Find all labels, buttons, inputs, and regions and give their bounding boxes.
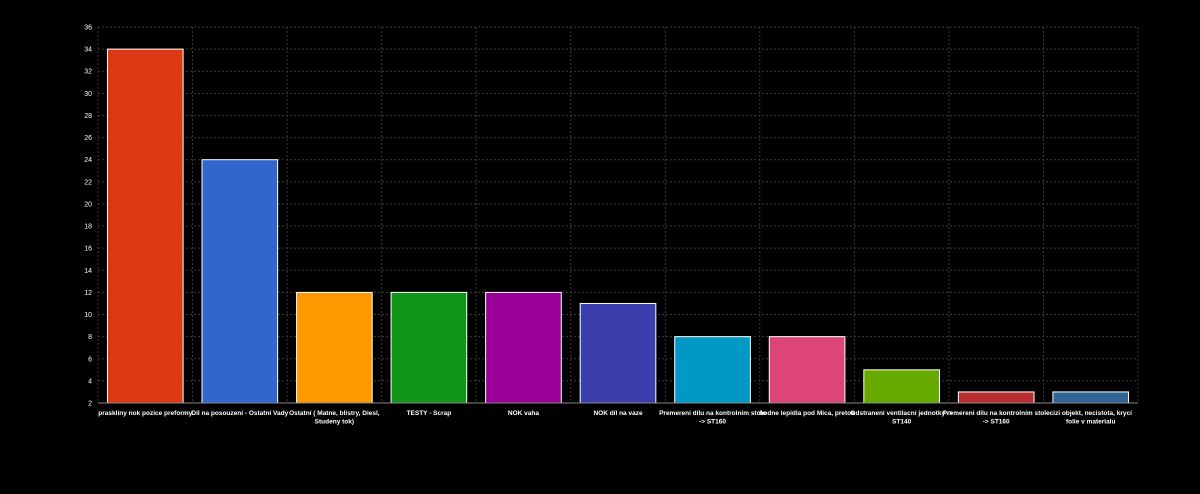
x-axis: praskliny nok pozice preformy Díl na poso…: [98, 402, 1138, 426]
bars: [106, 48, 1130, 404]
x-tick-label: Premereni dílu na kontrolním stole -> ST1…: [659, 410, 766, 426]
x-tick-label: NOK díl na vaze: [593, 410, 643, 417]
y-tick-label: 34: [84, 47, 92, 54]
y-tick-label: 6: [88, 356, 92, 363]
x-tick-label: Ostatní ( Matne, blistry, Diesl, Studeny …: [289, 410, 380, 426]
y-tick-label: 26: [84, 135, 92, 142]
y-tick-label: 16: [84, 246, 92, 253]
x-tick-label: Odstranení ventilacní jednotky -> ST140: [850, 410, 953, 426]
x-tick-label: TESTY - Scrap: [407, 410, 452, 417]
bar[interactable]: [674, 336, 751, 404]
x-tick-label: NOK vaha: [508, 410, 539, 417]
y-tick-label: 22: [84, 179, 92, 186]
y-tick-label: 2: [88, 401, 92, 408]
y-tick-label: 14: [84, 268, 92, 275]
bar[interactable]: [390, 291, 468, 404]
bar[interactable]: [957, 391, 1035, 404]
y-tick-label: 4: [88, 378, 92, 385]
x-tick-label: hodne lepidla pod Mica, pretok: [759, 410, 855, 417]
y-tick-label: 18: [84, 224, 92, 231]
bar[interactable]: [863, 369, 940, 404]
y-tick-label: 20: [84, 201, 92, 208]
bar[interactable]: [296, 291, 373, 404]
y-tick-label: 24: [84, 157, 92, 164]
bar[interactable]: [485, 291, 562, 404]
bar[interactable]: [106, 48, 184, 404]
bar[interactable]: [579, 302, 657, 404]
x-tick-label: cizi objekt, necistota, krycí folie v mat…: [1050, 410, 1133, 426]
y-tick-label: 28: [84, 113, 92, 120]
y-tick-label: 30: [84, 91, 92, 98]
x-tick-label: Premereni dílu na kontrolním stole -> ST1…: [943, 410, 1050, 426]
x-tick-label: Díl na posouzení - Ostatní Vady: [191, 410, 288, 417]
y-tick-label: 32: [84, 69, 92, 76]
x-tick-label: praskliny nok pozice preformy: [98, 410, 192, 417]
bar[interactable]: [1052, 391, 1130, 404]
bar[interactable]: [768, 336, 846, 404]
y-tick-label: 8: [88, 334, 92, 341]
bar[interactable]: [201, 159, 279, 404]
y-tick-label: 10: [84, 312, 92, 319]
y-tick-label: 12: [84, 290, 92, 297]
y-tick-label: 36: [84, 25, 92, 32]
